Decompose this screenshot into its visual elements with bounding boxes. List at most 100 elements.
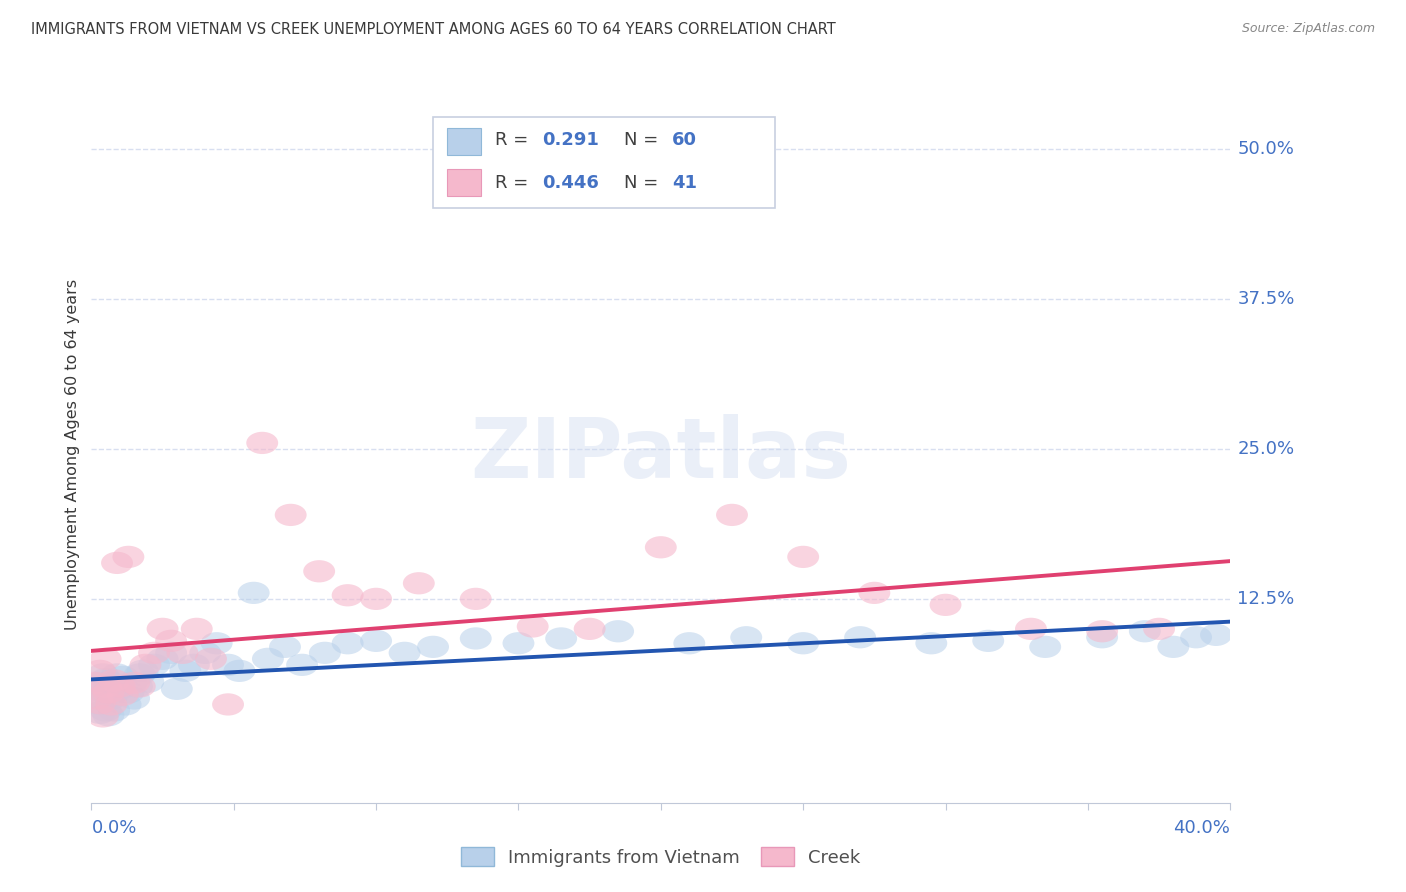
Ellipse shape: [107, 665, 139, 688]
Ellipse shape: [332, 584, 364, 607]
Ellipse shape: [112, 681, 145, 704]
Ellipse shape: [246, 432, 278, 454]
Ellipse shape: [87, 706, 118, 728]
Ellipse shape: [90, 675, 121, 698]
Ellipse shape: [1029, 636, 1062, 658]
Ellipse shape: [118, 672, 150, 694]
Ellipse shape: [121, 675, 153, 698]
Ellipse shape: [181, 618, 212, 640]
Ellipse shape: [84, 692, 115, 714]
Text: ZIPatlas: ZIPatlas: [471, 415, 851, 495]
Text: 40.0%: 40.0%: [1174, 819, 1230, 837]
Ellipse shape: [502, 632, 534, 655]
Ellipse shape: [160, 678, 193, 700]
Ellipse shape: [252, 648, 284, 670]
Ellipse shape: [973, 630, 1004, 652]
Ellipse shape: [287, 654, 318, 676]
Ellipse shape: [212, 693, 245, 715]
Ellipse shape: [418, 636, 449, 658]
Text: IMMIGRANTS FROM VIETNAM VS CREEK UNEMPLOYMENT AMONG AGES 60 TO 64 YEARS CORRELAT: IMMIGRANTS FROM VIETNAM VS CREEK UNEMPLO…: [31, 22, 835, 37]
Text: 0.0%: 0.0%: [91, 819, 136, 837]
Ellipse shape: [84, 672, 115, 694]
Ellipse shape: [929, 594, 962, 616]
Text: R =: R =: [495, 131, 533, 149]
Ellipse shape: [304, 560, 335, 582]
Ellipse shape: [1143, 618, 1175, 640]
Ellipse shape: [201, 632, 232, 655]
Ellipse shape: [602, 620, 634, 642]
Ellipse shape: [93, 675, 124, 698]
Ellipse shape: [104, 678, 136, 700]
Ellipse shape: [238, 582, 270, 604]
Ellipse shape: [101, 552, 134, 574]
Ellipse shape: [730, 626, 762, 648]
Ellipse shape: [1201, 624, 1232, 646]
Ellipse shape: [859, 582, 890, 604]
Ellipse shape: [93, 681, 124, 704]
Ellipse shape: [146, 618, 179, 640]
Ellipse shape: [87, 680, 118, 702]
Ellipse shape: [179, 654, 209, 676]
Ellipse shape: [93, 704, 124, 726]
Ellipse shape: [138, 654, 170, 676]
Ellipse shape: [844, 626, 876, 648]
Ellipse shape: [96, 688, 128, 709]
Ellipse shape: [546, 627, 576, 649]
Ellipse shape: [96, 693, 128, 715]
Ellipse shape: [915, 632, 948, 655]
Ellipse shape: [124, 664, 156, 686]
Text: 60: 60: [672, 131, 697, 149]
Ellipse shape: [146, 648, 179, 670]
Text: 25.0%: 25.0%: [1237, 440, 1295, 458]
Ellipse shape: [1157, 636, 1189, 658]
Ellipse shape: [115, 672, 148, 694]
Ellipse shape: [274, 504, 307, 526]
Ellipse shape: [138, 641, 170, 664]
Ellipse shape: [79, 672, 110, 694]
Text: N =: N =: [624, 174, 665, 192]
Ellipse shape: [1129, 620, 1161, 642]
Ellipse shape: [574, 618, 606, 640]
Ellipse shape: [404, 572, 434, 594]
Ellipse shape: [82, 692, 112, 714]
Ellipse shape: [155, 641, 187, 664]
Ellipse shape: [787, 632, 820, 655]
Text: N =: N =: [624, 131, 665, 149]
Ellipse shape: [155, 630, 187, 652]
Text: 37.5%: 37.5%: [1237, 290, 1295, 308]
Ellipse shape: [190, 641, 221, 664]
Ellipse shape: [112, 546, 145, 568]
Ellipse shape: [82, 688, 112, 709]
Ellipse shape: [388, 641, 420, 664]
Ellipse shape: [460, 627, 492, 649]
Text: 0.446: 0.446: [543, 174, 599, 192]
Ellipse shape: [224, 660, 256, 682]
Ellipse shape: [787, 546, 820, 568]
Ellipse shape: [84, 702, 115, 724]
Ellipse shape: [107, 683, 139, 706]
Ellipse shape: [716, 504, 748, 526]
Text: Source: ZipAtlas.com: Source: ZipAtlas.com: [1241, 22, 1375, 36]
Ellipse shape: [96, 672, 128, 694]
Ellipse shape: [104, 675, 136, 698]
Ellipse shape: [1180, 626, 1212, 648]
Ellipse shape: [195, 648, 226, 670]
Ellipse shape: [460, 588, 492, 610]
Ellipse shape: [673, 632, 706, 655]
Ellipse shape: [101, 664, 134, 686]
Y-axis label: Unemployment Among Ages 60 to 64 years: Unemployment Among Ages 60 to 64 years: [65, 279, 80, 631]
Ellipse shape: [127, 660, 159, 682]
Text: 50.0%: 50.0%: [1237, 140, 1294, 158]
Ellipse shape: [90, 668, 121, 690]
Ellipse shape: [1087, 626, 1118, 648]
Text: 0.291: 0.291: [543, 131, 599, 149]
Ellipse shape: [332, 632, 364, 655]
Text: 41: 41: [672, 174, 697, 192]
Ellipse shape: [645, 536, 676, 558]
Ellipse shape: [517, 615, 548, 638]
Ellipse shape: [124, 675, 156, 698]
Ellipse shape: [90, 648, 121, 670]
Ellipse shape: [98, 699, 131, 722]
Ellipse shape: [98, 669, 131, 691]
Ellipse shape: [169, 660, 201, 682]
